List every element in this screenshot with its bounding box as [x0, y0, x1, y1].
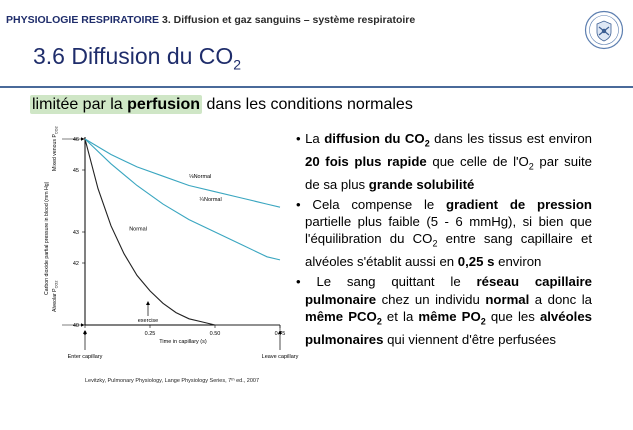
- x-ticks: 00.250.500.75: [83, 325, 285, 337]
- header-chapter: 3. Diffusion et gaz sanguins – système r…: [161, 14, 416, 26]
- title-main: 3.6 Diffusion du CO: [33, 43, 234, 69]
- y-axis-label: Carbon dioxide partial pressure in blood…: [44, 181, 50, 295]
- enter-arrow: [83, 330, 87, 350]
- bullet-item-1: • La diffusion du CO2 dans les tissus es…: [296, 131, 593, 192]
- exercise-annotation: exercise: [138, 318, 158, 324]
- b2-sub: 2: [432, 238, 438, 249]
- subtitle-part1: limitée par la: [32, 96, 128, 113]
- y-bottom-label: Alveolar PCO2: [52, 281, 59, 312]
- exercise-arrow: [146, 301, 150, 316]
- subtitle-part2: dans les conditions normales: [202, 96, 413, 113]
- series-label-1: ¼Normal: [199, 197, 221, 203]
- b1-sol: grande solubilité: [368, 176, 475, 192]
- y-tick-label-3: 45: [73, 168, 79, 174]
- header-course: PHYSIOLOGIE RESPIRATOIRE: [6, 14, 160, 26]
- b3-sub: 2: [376, 316, 382, 327]
- y-marker-head-0: [81, 137, 85, 141]
- x-leave-label: Leave capillary: [262, 354, 299, 360]
- bullet-list: • La diffusion du CO2 dans les tissus es…: [296, 130, 592, 351]
- b3-pre: Le sang quittant le: [316, 274, 477, 290]
- b1-mid: dans les tissus est environ: [429, 131, 593, 146]
- series-line-2: [84, 138, 281, 208]
- b3-mid2: a donc la: [529, 291, 592, 307]
- b3-pco2: même PCO: [305, 308, 377, 324]
- page-title: 3.6 Diffusion du CO2: [33, 43, 241, 73]
- b3-mid3: et la: [381, 308, 419, 324]
- b1-sub: 2: [424, 138, 430, 149]
- chart-series: Normal ¼Normal ⅛Normal: [84, 138, 281, 326]
- y-tick-label-1: 42: [73, 261, 79, 267]
- chart-labels: Carbon dioxide partial pressure in blood…: [44, 126, 299, 360]
- y-tick-label-0: 40: [73, 323, 79, 329]
- series-label-0: Normal: [129, 226, 147, 232]
- y-marker-head-1: [81, 323, 85, 327]
- y-tick-label-2: 43: [73, 230, 79, 236]
- x-axis-label: Time in capillary (s): [159, 339, 207, 345]
- citation: Levitzky, Pulmonary Physiology, Lange Ph…: [85, 378, 260, 384]
- b1-sub-b: 2: [528, 161, 534, 172]
- b3-sub-b: 2: [480, 316, 486, 327]
- header-bar: PHYSIOLOGIE RESPIRATOIRE 3. Diffusion et…: [0, 0, 633, 95]
- subtitle: limitée par la perfusion dans les condit…: [30, 95, 413, 114]
- b3-norm: normal: [485, 291, 530, 307]
- subtitle-bold: perfusion: [127, 96, 201, 113]
- series-label-2: ⅛Normal: [189, 174, 211, 180]
- x-tick-label-1: 0.25: [145, 331, 156, 337]
- b2-pre: Cela compense le: [312, 196, 447, 212]
- b2-mid2: entre sang capillaire et alvéoles s'étab…: [305, 231, 592, 270]
- title-sub: 2: [233, 56, 242, 73]
- leave-arrow: [278, 330, 282, 350]
- title-rule: [0, 86, 633, 88]
- series-line-1: [84, 138, 281, 261]
- y-ticks: 40 42 43 45 46: [62, 137, 85, 329]
- y-top-label: Mixed venous PCO2: [52, 126, 59, 171]
- b2-mid: partielle plus faible (5 - 6 mmHg), si b…: [305, 214, 592, 247]
- b3-post: qui viennent d'être perfusées: [383, 331, 557, 347]
- b1-mid2: que celle de l'O: [426, 153, 529, 169]
- b3-res: réseau capillaire pulmonaire: [305, 274, 593, 307]
- b1-mid3: par suite de sa plus: [305, 153, 592, 192]
- b2-post: environ: [494, 254, 542, 270]
- b1-pre: La: [305, 131, 325, 146]
- header-line: PHYSIOLOGIE RESPIRATOIRE 3. Diffusion et…: [6, 14, 415, 26]
- b3-po2: même PO: [418, 308, 481, 324]
- b3-mid4: que les: [485, 308, 540, 324]
- y-tick-label-4: 46: [73, 137, 79, 143]
- bullet-item-2: • Cela compense le gradient de pression …: [296, 196, 592, 270]
- university-seal-logo: [584, 10, 624, 50]
- b1-fold: 20 fois plus rapide: [305, 153, 427, 169]
- b2-grad: gradient de pression: [446, 196, 592, 212]
- series-line-0: [84, 138, 280, 326]
- b3-mid: chez un individu: [376, 291, 486, 307]
- b2-time: 0,25 s: [457, 254, 495, 270]
- x-tick-label-2: 0.50: [210, 331, 221, 337]
- bullet-item-3: • Le sang quittant le réseau capillaire …: [296, 274, 593, 347]
- b3-alv: alvéoles pulmonaires: [305, 308, 592, 347]
- b1-diff: diffusion du CO: [324, 131, 425, 146]
- subtitle-highlight: limitée par la perfusion: [30, 95, 203, 114]
- x-enter-label: Enter capillary: [68, 354, 103, 360]
